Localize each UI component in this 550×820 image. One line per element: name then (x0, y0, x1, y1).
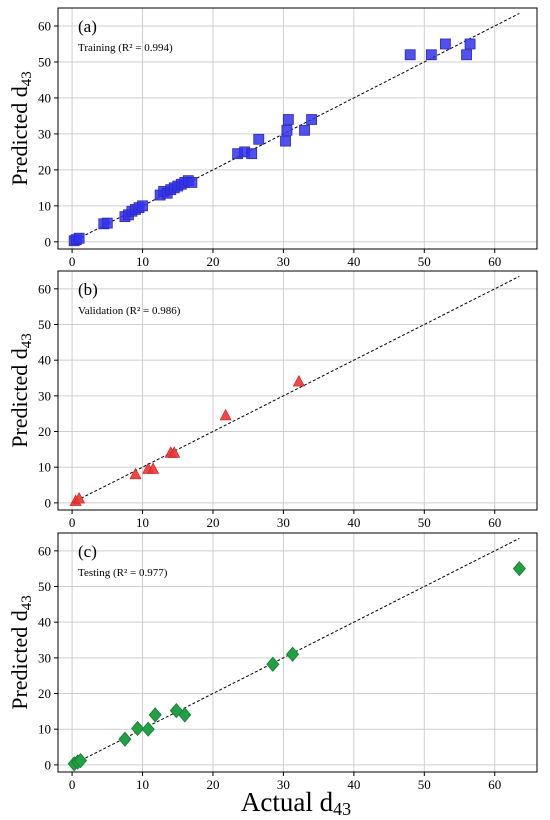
r-squared-annotation: Training (R² = 0.994) (78, 42, 173, 54)
x-tick-label: 10 (136, 515, 149, 530)
data-point (512, 561, 526, 577)
data-point (74, 752, 88, 769)
x-tick-label: 40 (347, 254, 360, 269)
reference-line (71, 275, 520, 504)
panel-testing: 0 10 20 30 40 50 60 0 10 20 30 40 50 60 Predicted d43 (… (7, 532, 538, 792)
data-point (148, 707, 162, 723)
data-point (286, 646, 300, 662)
y-tick-label: 50 (38, 317, 51, 332)
data-point (425, 49, 437, 61)
data-point (461, 49, 472, 61)
x-tick-label: 60 (488, 777, 501, 792)
data-point (118, 731, 132, 747)
data-point (141, 721, 155, 737)
x-tick-label: 60 (488, 254, 501, 269)
y-tick-label: 10 (38, 198, 51, 213)
y-tick-label: 20 (38, 686, 51, 701)
data-point (168, 446, 181, 458)
plot-frame (57, 7, 538, 250)
y-tick-label: 30 (38, 650, 51, 665)
x-tick-label: 20 (206, 515, 219, 530)
panel-training: 0 10 20 30 40 50 60 0 10 20 30 40 50 60 Predicted d43 (… (7, 7, 538, 269)
x-tick-label: 50 (418, 515, 431, 530)
y-tick-label: 20 (38, 424, 51, 439)
data-point (219, 408, 232, 421)
x-tick-label: 30 (277, 777, 290, 792)
x-tick-label: 40 (347, 777, 360, 792)
data-point (186, 177, 198, 188)
y-tick-label: 30 (38, 388, 51, 403)
data-point (147, 462, 160, 474)
data-point (282, 114, 294, 125)
x-tick-label: 50 (418, 777, 431, 792)
y-tick-label: 0 (45, 495, 52, 510)
panel-label: (a) (78, 17, 97, 36)
y-tick-label: 30 (38, 126, 51, 141)
data-point (73, 232, 85, 244)
y-tick-label: 40 (38, 90, 51, 105)
plot-area (58, 271, 537, 510)
y-tick-label: 60 (38, 543, 51, 558)
data-point (178, 707, 192, 723)
data-point (137, 200, 148, 212)
x-tick-label: 0 (69, 777, 76, 792)
y-tick-label: 0 (45, 234, 52, 249)
r-squared-annotation: Testing (R² = 0.977) (78, 567, 168, 579)
x-tick-label: 50 (418, 254, 431, 269)
x-tick-label: 0 (69, 515, 76, 530)
y-tick-label: 20 (38, 162, 51, 177)
data-point (440, 38, 451, 50)
plot-frame (57, 270, 538, 511)
x-tick-label: 20 (206, 254, 219, 269)
data-point (246, 148, 258, 160)
x-tick-label: 30 (277, 515, 290, 530)
data-point (266, 656, 280, 672)
x-tick-label: 20 (206, 777, 219, 792)
data-point (280, 135, 291, 147)
data-point (131, 720, 145, 737)
data-point (299, 124, 310, 136)
x-axis-label: Actual d43 (241, 787, 351, 819)
plot-frame (57, 532, 538, 773)
data-point (464, 38, 476, 50)
y-tick-label: 40 (38, 615, 51, 630)
x-tick-label: 30 (277, 254, 290, 269)
panel-label: (b) (78, 280, 98, 299)
data-point (281, 124, 293, 136)
panel-validation: 0 10 20 30 40 50 60 0 10 20 30 40 50 60 Predicted d43 (… (7, 270, 538, 530)
data-point (73, 491, 86, 504)
x-tick-label: 10 (136, 254, 149, 269)
y-tick-label: 10 (38, 460, 51, 475)
y-axis-label: Predicted d43 (7, 595, 35, 710)
r-squared-annotation: Validation (R² = 0.986) (78, 305, 181, 317)
data-point (292, 374, 305, 387)
y-tick-label: 60 (38, 281, 51, 296)
x-tick-label: 40 (347, 515, 360, 530)
y-tick-label: 50 (38, 579, 51, 594)
data-point (129, 467, 142, 480)
y-tick-label: 50 (38, 54, 51, 69)
data-point (404, 49, 416, 61)
reference-line (71, 12, 520, 243)
y-axis-label: Predicted d43 (7, 333, 35, 448)
y-axis-label: Predicted d43 (7, 71, 35, 186)
x-tick-label: 0 (69, 254, 76, 269)
panel-label: (c) (78, 542, 97, 561)
y-tick-label: 40 (38, 353, 51, 368)
x-tick-label: 10 (136, 777, 149, 792)
y-tick-label: 0 (45, 757, 52, 772)
y-tick-label: 60 (38, 18, 51, 33)
data-point (306, 114, 317, 125)
x-tick-label: 60 (488, 515, 501, 530)
y-tick-label: 10 (38, 722, 51, 737)
data-point (253, 133, 265, 145)
data-point (101, 217, 113, 229)
